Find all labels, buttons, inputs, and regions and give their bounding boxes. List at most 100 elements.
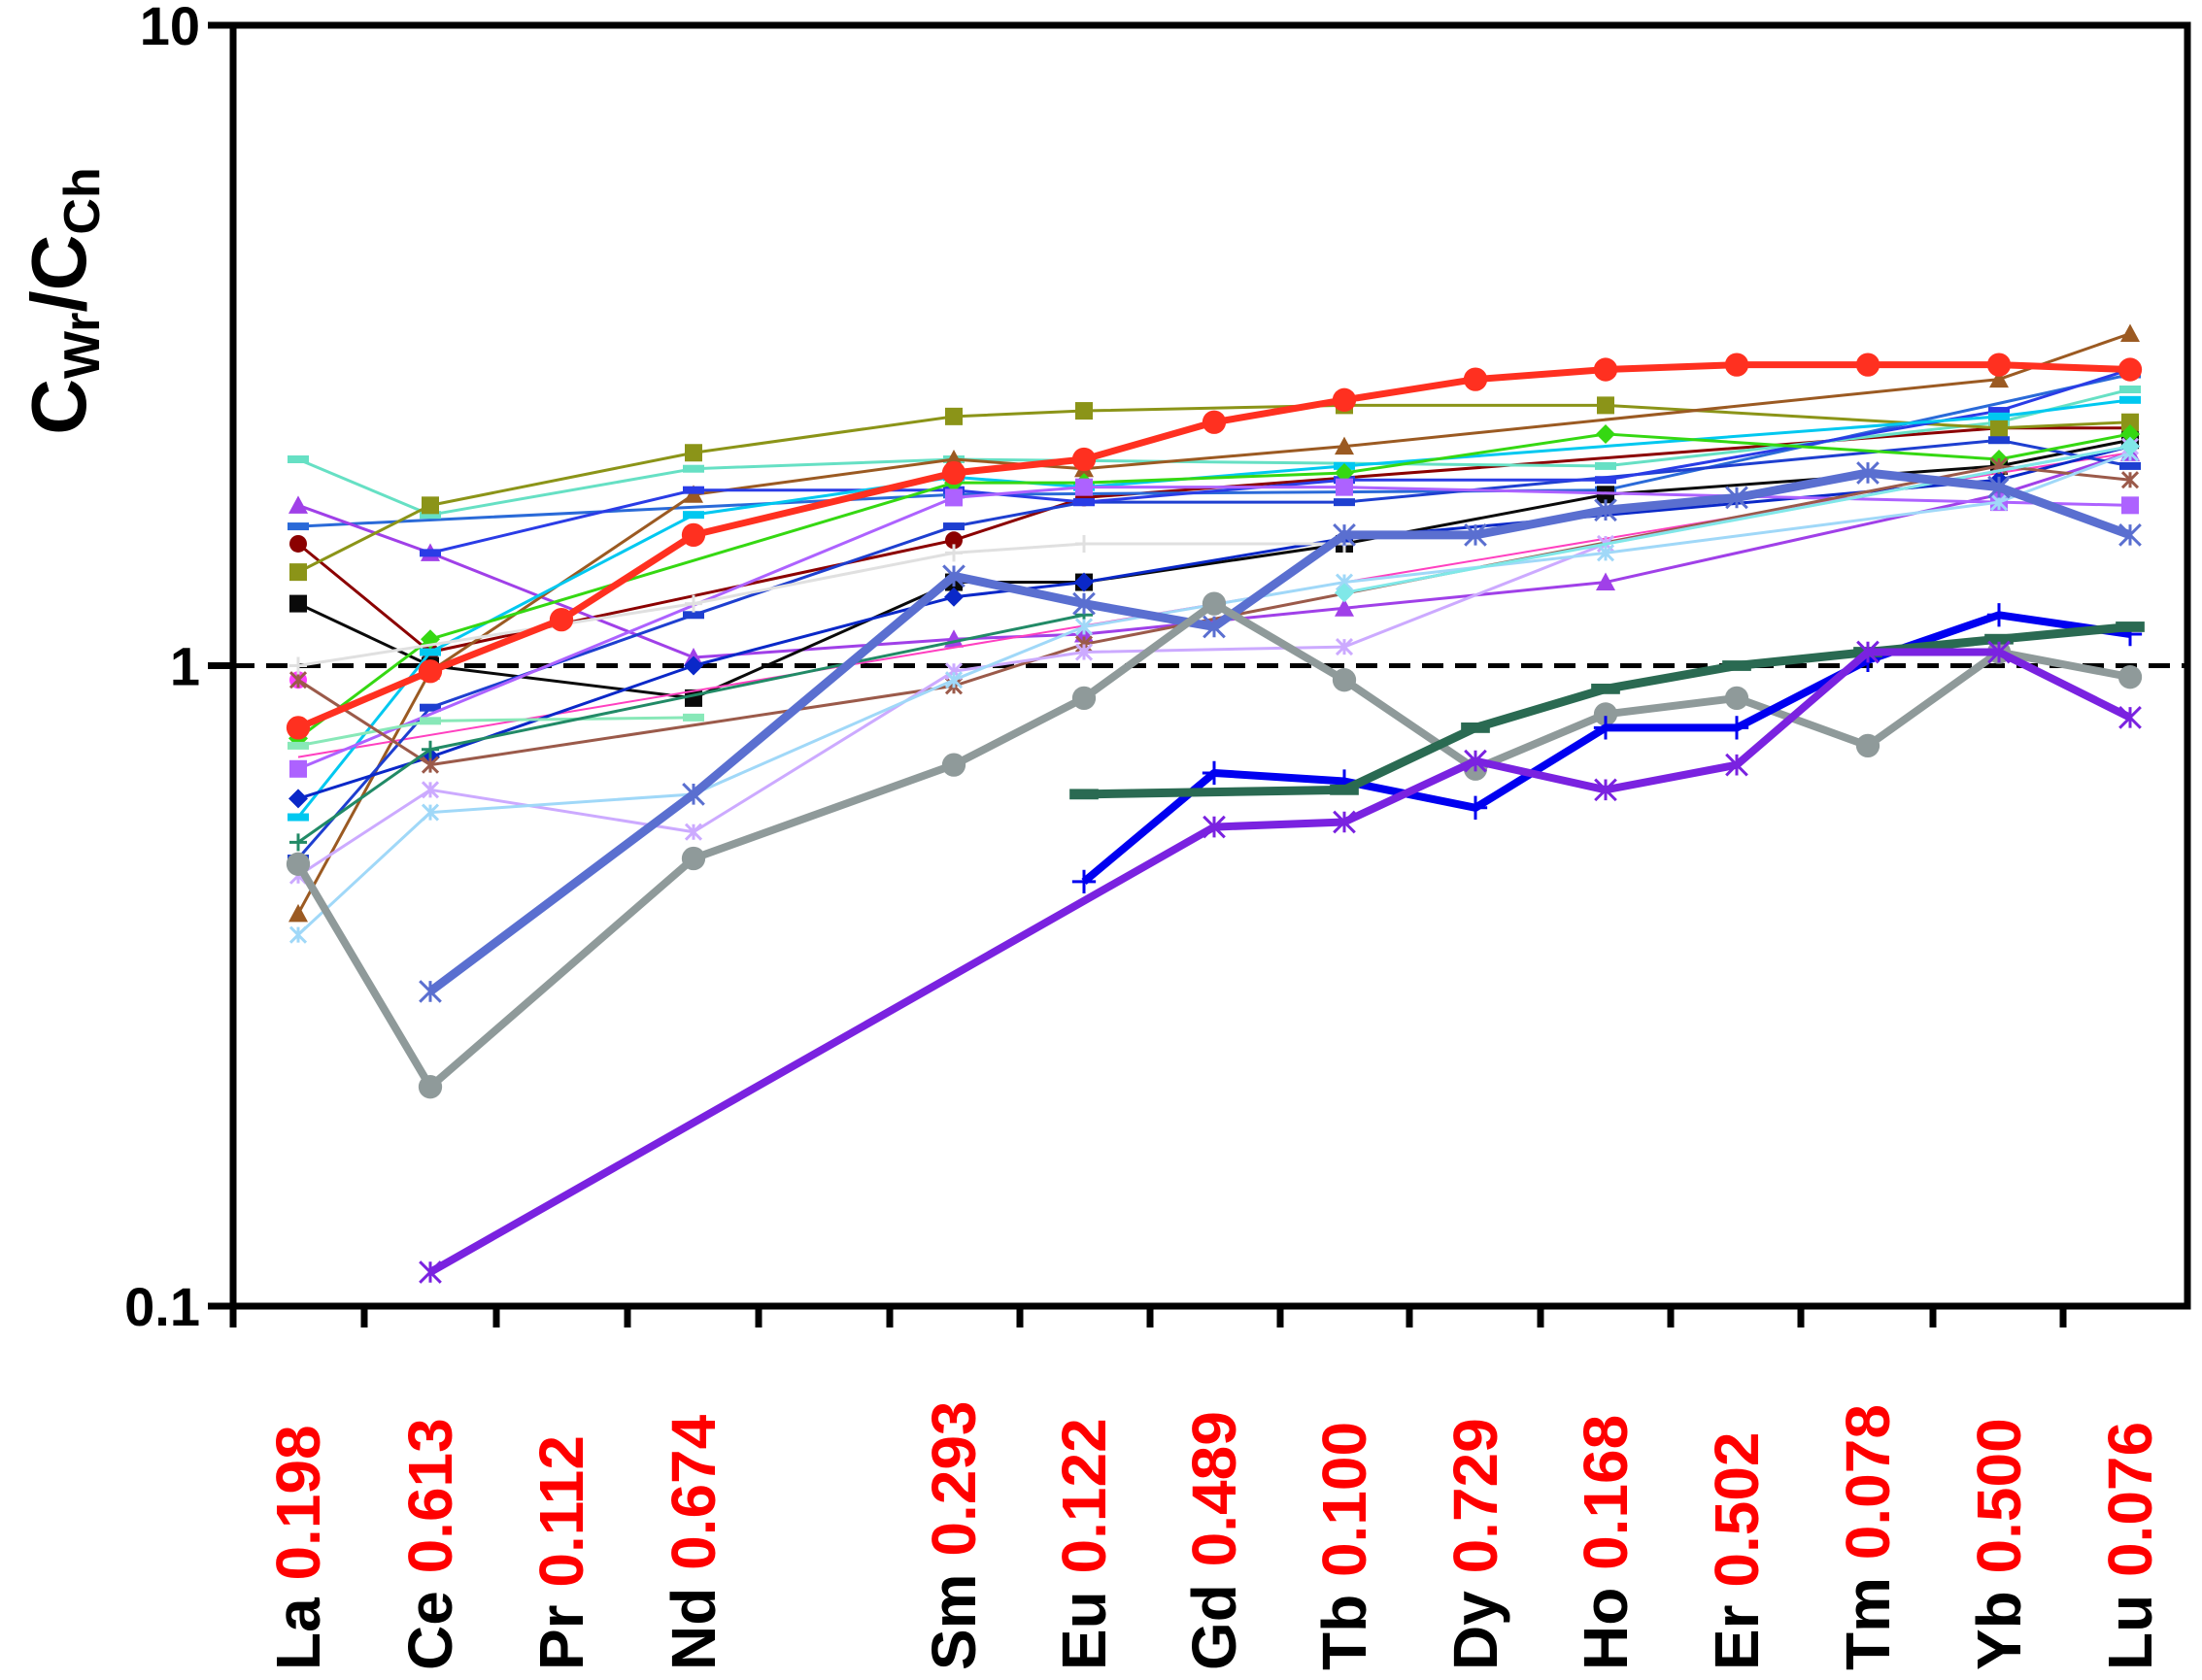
series-3-point-Ho xyxy=(1595,461,1616,470)
y-tick-label-1: 1 xyxy=(170,636,200,697)
series-25-line xyxy=(294,599,2131,1092)
x-label-value-Dy: 0.729 xyxy=(1440,1418,1510,1573)
series-layer xyxy=(286,323,2145,1284)
x-label-value-Yb: 0.500 xyxy=(1964,1418,2034,1573)
x-label-Sm: Sm 0.293 xyxy=(919,1400,989,1670)
y-tick-label-0.1: 0.1 xyxy=(124,1276,200,1337)
x-label-value-Eu: 0.122 xyxy=(1049,1418,1119,1573)
x-label-Tb: Tb 0.100 xyxy=(1309,1422,1379,1670)
y-axis-label-part-3: /C xyxy=(16,235,102,313)
series-11-point-Ce xyxy=(420,549,441,557)
series-5-point-Eu xyxy=(1075,402,1093,420)
series-23-line xyxy=(296,361,2131,731)
series-26-point-Er xyxy=(1724,716,1749,740)
series-13-point-La xyxy=(288,789,308,809)
series-22-line xyxy=(1343,445,2131,594)
series-24-point-Yb xyxy=(1987,475,2011,499)
series-25-point-Eu xyxy=(1071,686,1097,711)
series-21-point-Ce xyxy=(421,803,440,822)
series-2-point-La xyxy=(288,522,309,531)
series-17-point-La xyxy=(288,671,308,689)
series-24-line xyxy=(427,468,2132,995)
series-12-point-Nd xyxy=(683,511,704,520)
series-15-point-Eu xyxy=(1075,478,1093,496)
series-21-point-La xyxy=(288,925,308,944)
series-26-point-Eu xyxy=(1071,869,1097,894)
series-16-point-Nd xyxy=(683,713,704,722)
series-17-point-Lu xyxy=(2120,471,2140,489)
series-6-point-La xyxy=(289,594,307,613)
series-24-point-Tb xyxy=(1333,523,1356,547)
series-24-point-Sm xyxy=(942,564,965,588)
x-label-Pr: Pr 0.112 xyxy=(526,1435,596,1670)
series-10-point-Yb xyxy=(1988,436,2010,445)
series-27-point-Ho xyxy=(1591,683,1620,694)
series-23-point-Ce xyxy=(418,659,443,684)
series-12-point-La xyxy=(288,813,309,822)
series-28-point-Yb xyxy=(1987,640,2011,664)
series-5-point-Yb xyxy=(1990,419,2008,437)
series-28-point-Lu xyxy=(2118,706,2142,729)
series-23-point-Lu xyxy=(2117,357,2143,382)
series-13-point-Nd xyxy=(684,655,703,676)
x-label-element-Pr: Pr xyxy=(526,1588,596,1670)
series-28-point-Gd xyxy=(1203,815,1226,839)
x-label-value-Tb: 0.100 xyxy=(1309,1422,1379,1577)
x-label-element-La: La xyxy=(263,1581,333,1670)
series-24-point-Dy xyxy=(1464,523,1487,547)
x-label-element-Yb: Yb xyxy=(1964,1573,2034,1670)
series-22-point-Lu xyxy=(2120,436,2140,456)
x-label-element-Eu: Eu xyxy=(1049,1573,1119,1670)
y-axis-label: CWr/CCh xyxy=(16,167,111,435)
series-27-line xyxy=(1083,622,2131,799)
series-3-point-Nd xyxy=(683,464,704,473)
series-25 xyxy=(286,591,2143,1099)
series-23-point-Tb xyxy=(1332,387,1357,412)
series-20-point-Nd xyxy=(684,823,703,841)
series-20-point-Ce xyxy=(421,781,440,799)
series-23-point-Pr xyxy=(549,607,574,632)
series-23-point-Er xyxy=(1724,353,1749,377)
series-12-point-Ce xyxy=(420,648,441,656)
x-label-value-Nd: 0.674 xyxy=(659,1414,728,1570)
series-23 xyxy=(286,353,2143,740)
series-26 xyxy=(1071,603,2143,894)
series-11-point-Ho xyxy=(1595,476,1616,485)
series-22 xyxy=(1335,436,2140,603)
series-26-point-Gd xyxy=(1202,760,1227,786)
series-4-point-Tb xyxy=(1335,598,1354,617)
series-23-point-Gd xyxy=(1202,410,1227,434)
series-15-point-Sm xyxy=(945,488,963,507)
series-13-point-Eu xyxy=(1074,572,1094,592)
x-label-value-Lu: 0.076 xyxy=(2095,1422,2165,1577)
series-14-point-Ho xyxy=(1596,423,1615,444)
series-5-point-La xyxy=(289,563,307,582)
x-label-Er: Er 0.502 xyxy=(1702,1431,1772,1670)
series-3-point-Lu xyxy=(2119,386,2141,394)
series-14-point-Tb xyxy=(1335,462,1354,483)
series-27-point-Er xyxy=(1722,660,1751,671)
x-label-Ce: Ce 0.613 xyxy=(395,1418,465,1670)
x-label-Lu: Lu 0.076 xyxy=(2095,1422,2165,1670)
series-7-point-La xyxy=(288,903,308,923)
series-25-point-Tb xyxy=(1332,668,1357,692)
series-28-point-Ce xyxy=(419,1260,442,1284)
series-20-point-Tb xyxy=(1335,638,1354,656)
series-23-point-Ho xyxy=(1593,357,1618,382)
series-14-line xyxy=(297,432,2131,740)
series-18-point-Sm xyxy=(945,544,963,562)
series-16-point-La xyxy=(288,741,309,750)
series-16-point-Ce xyxy=(420,717,441,725)
series-24-point-Er xyxy=(1725,486,1748,510)
series-10-point-Lu xyxy=(2119,461,2141,470)
x-label-value-Ce: 0.613 xyxy=(395,1418,465,1573)
series-5-point-Ce xyxy=(422,496,439,515)
x-label-element-Tm: Tm xyxy=(1833,1560,1903,1670)
series-16 xyxy=(288,713,704,750)
series-24-point-Nd xyxy=(682,782,705,806)
series-21-point-Sm xyxy=(944,671,964,689)
series-4-point-La xyxy=(288,495,308,514)
series-11-point-Eu xyxy=(1073,498,1095,507)
series-27-point-Lu xyxy=(2116,622,2145,632)
